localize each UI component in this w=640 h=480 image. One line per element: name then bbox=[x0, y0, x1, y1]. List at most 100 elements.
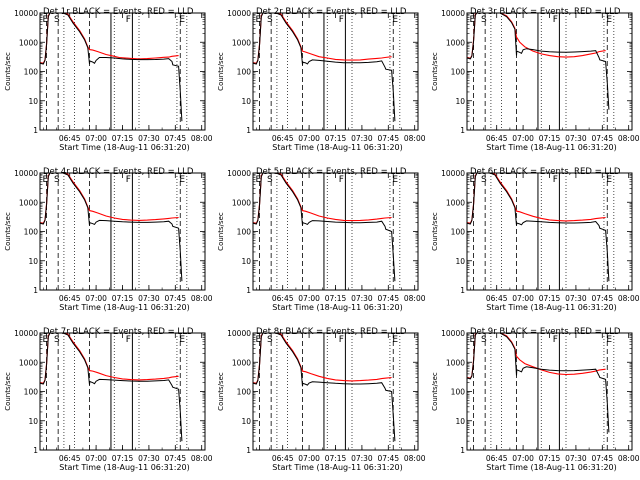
event-marker-label: E bbox=[392, 175, 398, 185]
y-tick-label: 1000 bbox=[232, 38, 251, 47]
events-series-line bbox=[40, 333, 183, 442]
x-tick-label: 07:30 bbox=[565, 134, 587, 143]
x-tick-label: 06:45 bbox=[486, 294, 508, 303]
events-series-line bbox=[253, 333, 396, 442]
y-tick-label: 10000 bbox=[14, 329, 38, 338]
y-tick-label: 100 bbox=[24, 388, 39, 397]
panel-title: Det 5r BLACK = Events, RED = LLD bbox=[256, 167, 407, 177]
x-tick-label: 08:00 bbox=[191, 454, 213, 463]
y-tick-label: 1000 bbox=[232, 198, 251, 207]
y-tick-label: 10 bbox=[241, 97, 251, 106]
y-tick-label: 1 bbox=[33, 126, 38, 135]
x-tick-label: 07:30 bbox=[565, 454, 587, 463]
y-tick-label: 1000 bbox=[232, 358, 251, 367]
x-tick-label: 08:00 bbox=[618, 134, 640, 143]
x-tick-label: 07:00 bbox=[85, 134, 107, 143]
event-marker-label: F bbox=[553, 335, 558, 345]
event-marker-label: F bbox=[339, 15, 344, 25]
y-axis-label: Counts/sec bbox=[217, 52, 225, 91]
event-marker-label: E bbox=[469, 335, 475, 345]
x-tick-label: 07:00 bbox=[512, 134, 534, 143]
y-tick-label: 10 bbox=[28, 97, 38, 106]
y-tick-label: 1 bbox=[33, 446, 38, 455]
y-tick-label: 10000 bbox=[227, 169, 251, 178]
y-tick-label: 10 bbox=[455, 417, 465, 426]
event-marker-label: E bbox=[255, 15, 261, 25]
y-tick-label: 10 bbox=[241, 417, 251, 426]
x-tick-label: 07:45 bbox=[377, 134, 399, 143]
event-marker-label: F bbox=[339, 175, 344, 185]
x-tick-label: 07:00 bbox=[298, 294, 320, 303]
x-tick-label: 08:00 bbox=[404, 294, 426, 303]
y-tick-label: 10 bbox=[28, 417, 38, 426]
event-marker-label: S bbox=[481, 15, 487, 25]
x-tick-label: 08:00 bbox=[618, 454, 640, 463]
panel-title: Det 3r BLACK = Events, RED = LLD bbox=[470, 7, 621, 17]
x-tick-label: 07:30 bbox=[138, 294, 160, 303]
lld-series-line bbox=[467, 333, 606, 380]
y-tick-label: 1000 bbox=[446, 198, 465, 207]
x-axis-label: Start Time (18-Aug-11 06:31:20) bbox=[59, 463, 190, 472]
panel-frame bbox=[39, 332, 206, 451]
events-series-line bbox=[253, 173, 396, 282]
panel-frame bbox=[39, 12, 206, 131]
y-tick-label: 10 bbox=[455, 97, 465, 106]
lld-series-line bbox=[253, 333, 392, 384]
event-marker-label: E bbox=[42, 175, 48, 185]
lld-series-line bbox=[467, 173, 606, 224]
x-tick-label: 07:00 bbox=[512, 454, 534, 463]
events-series-line bbox=[40, 13, 183, 122]
panel-title: Det 8r BLACK = Events, RED = LLD bbox=[256, 327, 407, 337]
panel-frame bbox=[39, 172, 206, 291]
event-marker-label: E bbox=[392, 15, 398, 25]
lld-series-line bbox=[253, 13, 392, 64]
y-tick-label: 10 bbox=[455, 257, 465, 266]
x-tick-label: 07:15 bbox=[539, 294, 561, 303]
y-tick-label: 100 bbox=[237, 388, 252, 397]
y-axis-label: Counts/sec bbox=[217, 212, 225, 251]
x-tick-label: 08:00 bbox=[404, 134, 426, 143]
y-tick-label: 10000 bbox=[441, 329, 465, 338]
x-tick-label: 08:00 bbox=[191, 294, 213, 303]
x-tick-label: 08:00 bbox=[404, 454, 426, 463]
y-tick-label: 10 bbox=[241, 257, 251, 266]
y-axis-label: Counts/sec bbox=[217, 372, 225, 411]
event-marker-label: S bbox=[267, 335, 273, 345]
y-tick-label: 10000 bbox=[14, 169, 38, 178]
event-marker-label: F bbox=[126, 15, 131, 25]
y-tick-label: 1 bbox=[246, 286, 251, 295]
x-tick-label: 06:45 bbox=[486, 454, 508, 463]
panel-title: Det 4r BLACK = Events, RED = LLD bbox=[43, 167, 194, 177]
x-tick-label: 07:15 bbox=[325, 294, 347, 303]
x-tick-label: 07:30 bbox=[138, 134, 160, 143]
panel-frame bbox=[466, 332, 633, 451]
x-tick-label: 07:30 bbox=[351, 454, 373, 463]
y-tick-label: 100 bbox=[451, 388, 466, 397]
x-tick-label: 07:15 bbox=[325, 454, 347, 463]
event-marker-label: F bbox=[553, 175, 558, 185]
panel-5: Det 5r BLACK = Events, RED = LLD Counts/s… bbox=[217, 167, 426, 312]
events-series-line bbox=[40, 173, 183, 282]
x-tick-label: 07:45 bbox=[164, 134, 186, 143]
lld-series-line bbox=[40, 333, 179, 384]
event-marker-label: E bbox=[606, 175, 612, 185]
event-marker-label: S bbox=[481, 175, 487, 185]
x-tick-label: 07:30 bbox=[138, 454, 160, 463]
event-marker-label: E bbox=[469, 15, 475, 25]
panel-7: Det 7r BLACK = Events, RED = LLD Counts/s… bbox=[4, 327, 213, 472]
x-tick-label: 07:00 bbox=[85, 294, 107, 303]
x-tick-label: 07:00 bbox=[298, 454, 320, 463]
x-tick-label: 07:15 bbox=[112, 294, 134, 303]
y-tick-label: 1000 bbox=[19, 198, 38, 207]
y-axis-label: Counts/sec bbox=[4, 372, 12, 411]
event-marker-label: F bbox=[126, 335, 131, 345]
panel-title: Det 1r BLACK = Events, RED = LLD bbox=[43, 7, 194, 17]
x-tick-label: 07:45 bbox=[377, 454, 399, 463]
x-tick-label: 08:00 bbox=[618, 294, 640, 303]
x-axis-label: Start Time (18-Aug-11 06:31:20) bbox=[486, 303, 617, 312]
event-marker-label: E bbox=[606, 335, 612, 345]
x-tick-label: 07:15 bbox=[325, 134, 347, 143]
panel-1: Det 1r BLACK = Events, RED = LLD Counts/s… bbox=[4, 7, 213, 152]
x-tick-label: 07:15 bbox=[539, 454, 561, 463]
y-tick-label: 10000 bbox=[441, 169, 465, 178]
